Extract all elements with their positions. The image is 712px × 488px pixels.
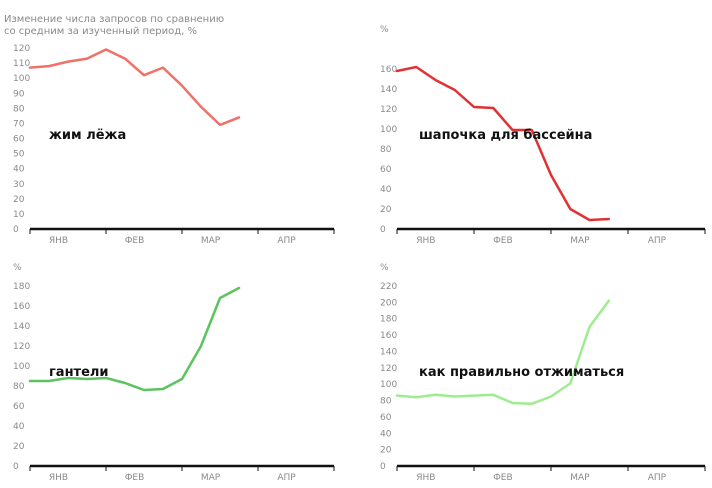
series-line — [395, 65, 611, 222]
y-tick-label: 80 — [380, 397, 392, 407]
y-tick-label: 120 — [13, 44, 30, 54]
y-tick-label: 80 — [13, 382, 25, 392]
y-tick-label: 140 — [380, 85, 397, 95]
y-tick-label: 60 — [13, 402, 25, 412]
y-tick-label: 80 — [380, 145, 392, 155]
x-tick-label: АПР — [277, 236, 296, 246]
series-line — [395, 299, 611, 406]
y-tick-label: 60 — [380, 165, 392, 175]
x-tick-label: МАР — [201, 473, 221, 483]
y-tick-label: 20 — [380, 446, 392, 456]
x-tick-label: ЯНВ — [49, 236, 68, 246]
y-unit-label: % — [13, 263, 22, 273]
header-line-1: Изменение числа запросов по сравнению — [4, 14, 224, 25]
y-tick-label: 0 — [380, 225, 386, 235]
x-tick-label: МАР — [570, 236, 590, 246]
y-tick-label: 180 — [380, 315, 397, 325]
y-tick-label: 20 — [380, 205, 392, 215]
y-unit-label: % — [380, 263, 389, 273]
y-tick-label: 0 — [380, 462, 386, 472]
y-tick-label: 100 — [13, 362, 30, 372]
y-tick-label: 140 — [13, 322, 30, 332]
y-tick-label: 100 — [380, 125, 397, 135]
y-tick-label: 40 — [13, 422, 25, 432]
y-tick-label: 20 — [13, 442, 25, 452]
y-tick-label: 100 — [13, 74, 30, 84]
y-tick-label: 180 — [13, 282, 30, 292]
y-unit-label: % — [380, 25, 389, 35]
y-tick-label: 10 — [13, 210, 25, 220]
chart-pushups: % 0 20 40 60 80 100 120 140 160 180 200 220 ЯНВ ФЕВ МАР… — [380, 263, 706, 483]
y-tick-label: 40 — [13, 165, 25, 175]
x-tick-label: МАР — [570, 473, 590, 483]
y-tick-label: 40 — [380, 429, 392, 439]
x-tick-label: ЯНВ — [416, 473, 435, 483]
y-tick-label: 60 — [380, 413, 392, 423]
x-tick-label: ЯНВ — [416, 236, 435, 246]
header-line-2: со средним за изученный период, % — [4, 26, 197, 37]
y-tick-label: 120 — [13, 342, 30, 352]
y-tick-label: 200 — [380, 298, 397, 308]
y-tick-label: 110 — [13, 59, 30, 69]
chart-swim-cap: % 0 20 40 60 80 100 120 140 160 ЯНВ ФЕВ МАР АПР шапочк… — [380, 25, 706, 246]
chart-title: как правильно отжиматься — [419, 365, 624, 380]
y-tick-label: 100 — [380, 380, 397, 390]
y-tick-label: 20 — [13, 195, 25, 205]
y-tick-label: 80 — [13, 104, 25, 114]
y-tick-label: 0 — [13, 462, 19, 472]
y-tick-label: 60 — [13, 135, 25, 145]
y-tick-label: 160 — [380, 331, 397, 341]
chart-dumbbells: % 0 20 40 60 80 100 120 140 160 180 ЯНВ ФЕВ МАР АПР ган… — [13, 263, 335, 483]
chart-title: гантели — [49, 365, 109, 380]
y-tick-label: 140 — [380, 347, 397, 357]
y-tick-label: 160 — [13, 302, 30, 312]
y-tick-label: 70 — [13, 119, 25, 129]
y-tick-label: 90 — [13, 89, 25, 99]
y-tick-label: 220 — [380, 282, 397, 292]
y-tick-label: 30 — [13, 180, 25, 190]
x-tick-label: МАР — [201, 236, 221, 246]
y-tick-label: 40 — [380, 185, 392, 195]
chart-title: жим лёжа — [49, 128, 126, 143]
x-tick-label: АПР — [648, 236, 667, 246]
x-tick-label: ФЕВ — [125, 236, 145, 246]
x-tick-label: ФЕВ — [125, 473, 145, 483]
x-tick-label: АПР — [648, 473, 667, 483]
x-tick-label: ФЕВ — [493, 473, 513, 483]
y-tick-label: 160 — [380, 65, 397, 75]
y-tick-label: 50 — [13, 150, 25, 160]
x-tick-label: ФЕВ — [493, 236, 513, 246]
x-tick-label: ЯНВ — [49, 473, 68, 483]
y-tick-label: 120 — [380, 105, 397, 115]
chart-bench-press: 0 10 20 30 40 50 60 70 80 90 100 110 120 ЯНВ ФЕВ МАР АПР… — [13, 44, 335, 246]
series-line — [28, 286, 241, 392]
y-tick-label: 0 — [13, 225, 19, 235]
x-tick-label: АПР — [277, 473, 296, 483]
chart-title: шапочка для бассейна — [419, 128, 592, 143]
y-tick-label: 120 — [380, 364, 397, 374]
series-line — [28, 48, 241, 127]
